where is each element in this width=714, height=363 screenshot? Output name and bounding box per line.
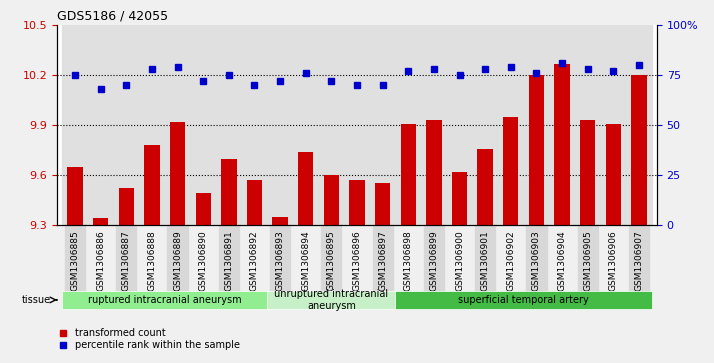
Bar bbox=[170, 122, 185, 225]
Bar bbox=[478, 148, 493, 225]
Text: GDS5186 / 42055: GDS5186 / 42055 bbox=[57, 10, 169, 23]
Bar bbox=[114, 25, 139, 225]
Bar bbox=[401, 123, 416, 225]
Text: ruptured intracranial aneurysm: ruptured intracranial aneurysm bbox=[88, 295, 241, 305]
Bar bbox=[503, 117, 518, 225]
Bar bbox=[426, 120, 441, 225]
Bar bbox=[580, 120, 595, 225]
Bar bbox=[554, 64, 570, 225]
Bar bbox=[196, 193, 211, 225]
Text: superficial temporal artery: superficial temporal artery bbox=[458, 295, 589, 305]
Bar bbox=[349, 180, 365, 225]
Bar bbox=[67, 167, 83, 225]
Bar bbox=[247, 180, 262, 225]
Bar bbox=[626, 25, 652, 225]
Bar bbox=[549, 25, 575, 225]
Bar bbox=[62, 291, 267, 309]
Bar bbox=[523, 25, 549, 225]
Bar bbox=[575, 25, 600, 225]
Bar bbox=[447, 25, 473, 225]
Bar bbox=[293, 25, 318, 225]
Bar bbox=[605, 123, 621, 225]
Bar bbox=[216, 25, 241, 225]
Text: tissue: tissue bbox=[22, 295, 51, 305]
Bar bbox=[323, 175, 339, 225]
Bar bbox=[144, 145, 160, 225]
Bar bbox=[498, 25, 523, 225]
Bar bbox=[267, 25, 293, 225]
Bar bbox=[473, 25, 498, 225]
Bar bbox=[62, 25, 88, 225]
Bar bbox=[318, 25, 344, 225]
Bar bbox=[298, 152, 313, 225]
Bar bbox=[421, 25, 447, 225]
Text: unruptured intracranial
aneurysm: unruptured intracranial aneurysm bbox=[274, 289, 388, 311]
Bar bbox=[191, 25, 216, 225]
Bar bbox=[344, 25, 370, 225]
Bar bbox=[119, 188, 134, 225]
Bar bbox=[88, 25, 114, 225]
Bar bbox=[267, 291, 396, 309]
Text: transformed count: transformed count bbox=[75, 328, 166, 338]
Bar bbox=[139, 25, 165, 225]
Bar bbox=[165, 25, 191, 225]
Bar bbox=[273, 217, 288, 225]
Bar bbox=[600, 25, 626, 225]
Bar bbox=[452, 172, 467, 225]
Bar bbox=[241, 25, 267, 225]
Text: percentile rank within the sample: percentile rank within the sample bbox=[75, 340, 240, 350]
Bar bbox=[93, 219, 109, 225]
Bar bbox=[375, 183, 391, 225]
Bar bbox=[529, 76, 544, 225]
Bar bbox=[396, 291, 652, 309]
Bar bbox=[221, 159, 236, 225]
Bar bbox=[396, 25, 421, 225]
Bar bbox=[370, 25, 396, 225]
Bar bbox=[631, 76, 647, 225]
